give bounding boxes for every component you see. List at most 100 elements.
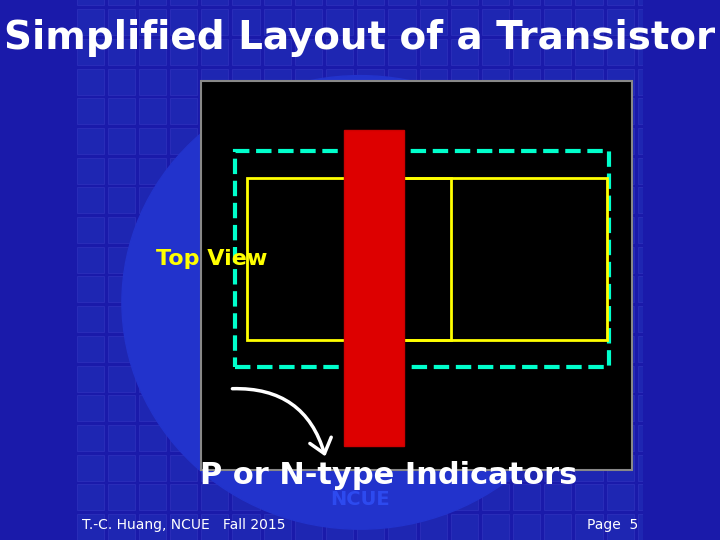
Bar — [575, 306, 603, 332]
Bar — [513, 484, 540, 510]
Text: Top View: Top View — [156, 249, 267, 269]
Bar — [513, 128, 540, 154]
Bar — [482, 158, 509, 184]
Bar — [233, 69, 260, 94]
Bar — [638, 425, 665, 451]
Bar — [202, 395, 228, 421]
Bar — [139, 306, 166, 332]
Bar — [482, 425, 509, 451]
Bar — [451, 128, 478, 154]
Bar — [606, 39, 634, 65]
Bar — [388, 9, 415, 35]
Bar — [638, 366, 665, 392]
Bar — [202, 455, 228, 481]
Bar — [357, 247, 384, 273]
Bar — [326, 217, 354, 243]
Bar — [108, 484, 135, 510]
Bar — [544, 128, 572, 154]
Bar — [606, 484, 634, 510]
Bar — [420, 455, 446, 481]
Bar — [170, 455, 197, 481]
Bar — [108, 395, 135, 421]
Bar — [482, 128, 509, 154]
Bar — [606, 306, 634, 332]
Bar — [326, 514, 354, 540]
Bar — [264, 455, 291, 481]
Bar — [575, 69, 603, 94]
Bar — [139, 336, 166, 362]
Bar — [233, 484, 260, 510]
Bar — [606, 98, 634, 124]
Bar — [202, 0, 228, 5]
Bar — [606, 366, 634, 392]
Bar — [139, 69, 166, 94]
Bar — [544, 9, 572, 35]
Bar — [451, 484, 478, 510]
Bar — [202, 69, 228, 94]
Bar — [513, 69, 540, 94]
Bar — [544, 98, 572, 124]
Bar — [108, 247, 135, 273]
Bar — [108, 217, 135, 243]
Bar — [233, 366, 260, 392]
Bar — [76, 455, 104, 481]
FancyArrowPatch shape — [233, 389, 331, 454]
Bar — [513, 187, 540, 213]
Bar — [606, 425, 634, 451]
Bar — [170, 247, 197, 273]
Bar — [575, 247, 603, 273]
Bar — [139, 0, 166, 5]
Bar — [264, 128, 291, 154]
Bar — [108, 69, 135, 94]
Bar — [451, 39, 478, 65]
Bar — [388, 39, 415, 65]
Bar — [513, 39, 540, 65]
Bar — [264, 98, 291, 124]
Bar — [326, 336, 354, 362]
Bar — [264, 39, 291, 65]
Bar — [357, 128, 384, 154]
Bar — [294, 9, 322, 35]
Bar — [482, 306, 509, 332]
Bar — [513, 366, 540, 392]
Bar — [451, 98, 478, 124]
Bar — [170, 9, 197, 35]
Bar — [544, 425, 572, 451]
Bar — [76, 9, 104, 35]
Bar — [264, 395, 291, 421]
Bar — [513, 217, 540, 243]
Bar — [513, 158, 540, 184]
Bar — [170, 217, 197, 243]
Bar — [294, 276, 322, 302]
Bar — [388, 98, 415, 124]
Bar — [388, 395, 415, 421]
Bar — [388, 276, 415, 302]
Bar — [544, 187, 572, 213]
Bar — [264, 158, 291, 184]
Bar — [294, 306, 322, 332]
Bar — [388, 187, 415, 213]
Bar — [357, 336, 384, 362]
Bar — [326, 276, 354, 302]
Bar — [357, 425, 384, 451]
Bar — [638, 276, 665, 302]
Bar — [294, 514, 322, 540]
Bar — [202, 217, 228, 243]
Text: Simplified Layout of a Transistor: Simplified Layout of a Transistor — [4, 19, 716, 57]
Bar — [544, 514, 572, 540]
Bar — [294, 98, 322, 124]
Bar — [233, 9, 260, 35]
Bar — [202, 128, 228, 154]
Bar — [388, 158, 415, 184]
Bar — [233, 455, 260, 481]
Bar — [326, 395, 354, 421]
Bar — [357, 276, 384, 302]
Bar — [606, 128, 634, 154]
Bar — [139, 425, 166, 451]
Bar — [326, 247, 354, 273]
Bar — [294, 39, 322, 65]
Bar — [76, 98, 104, 124]
Bar — [139, 128, 166, 154]
Bar — [264, 0, 291, 5]
Bar — [139, 98, 166, 124]
